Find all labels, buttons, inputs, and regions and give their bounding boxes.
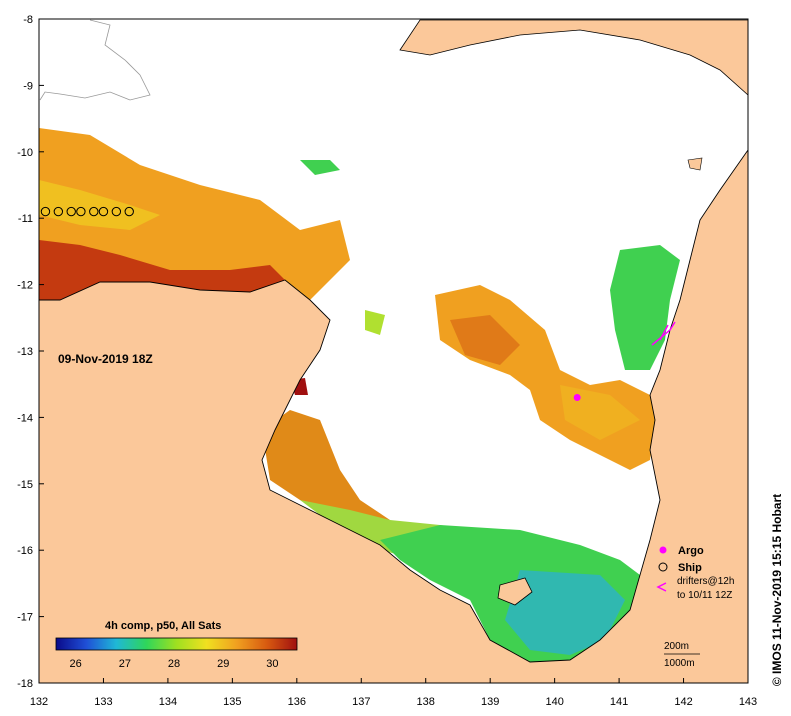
y-tick-label: -18 xyxy=(17,678,33,690)
ship-legend-icon xyxy=(658,562,668,572)
x-tick-label: 138 xyxy=(417,696,435,708)
legend-drifters-line2: to 10/11 12Z xyxy=(677,590,732,601)
symbol-legend: Argo Ship drifters@12h to 10/11 12Z 200m… xyxy=(656,545,734,669)
ship-position-marker xyxy=(111,206,122,217)
x-tick-label: 142 xyxy=(674,696,692,708)
x-tick-label: 133 xyxy=(94,696,112,708)
y-tick-label: -10 xyxy=(17,147,33,159)
y-tick-label: -8 xyxy=(23,14,33,26)
x-axis: 132 133 134 135 136 137 138 139 140 141 142 143 xyxy=(30,678,757,708)
colorbar-ticks: 26 27 28 29 30 xyxy=(70,658,279,670)
legend-argo: Argo xyxy=(659,545,704,557)
legend-contour-1000: 1000m xyxy=(664,658,695,669)
y-tick-label: -17 xyxy=(17,612,33,624)
ship-position-marker xyxy=(40,206,51,217)
argo-legend-icon xyxy=(659,546,667,554)
y-axis: -8 -9 -10 -11 -12 -13 -14 -15 -16 -17 -18 xyxy=(17,14,44,690)
legend-contour-200: 200m xyxy=(664,641,689,652)
argo-marker xyxy=(573,393,581,401)
colorbar-tick-label: 29 xyxy=(217,658,229,670)
colorbar-gradient xyxy=(55,637,298,651)
ship-position-marker xyxy=(124,206,134,217)
ship-position-marker xyxy=(66,206,76,217)
x-tick-label: 141 xyxy=(610,696,628,708)
ship-track xyxy=(40,206,134,217)
y-tick-label: -11 xyxy=(18,213,33,225)
x-tick-label: 139 xyxy=(481,696,499,708)
x-tick-label: 135 xyxy=(223,696,241,708)
x-tick-label: 140 xyxy=(545,696,563,708)
legend-ship: Ship xyxy=(658,562,702,574)
x-tick-label: 143 xyxy=(739,696,757,708)
colorbar-tick-label: 27 xyxy=(119,658,131,670)
colorbar: 4h comp, p50, All Sats 26 27 28 29 30 xyxy=(55,620,298,670)
island-outline xyxy=(39,19,151,101)
land xyxy=(38,19,749,684)
colorbar-tick-label: 26 xyxy=(70,658,82,670)
colorbar-tick-label: 28 xyxy=(168,658,180,670)
y-tick-label: -12 xyxy=(17,280,33,292)
colorbar-title: 4h comp, p50, All Sats xyxy=(105,620,221,632)
ship-position-marker xyxy=(76,206,86,217)
x-tick-label: 134 xyxy=(159,696,177,708)
x-tick-label: 132 xyxy=(30,696,48,708)
map-timestamp: 09-Nov-2019 18Z xyxy=(58,352,153,366)
y-tick-label: -16 xyxy=(17,545,33,557)
ship-position-marker xyxy=(98,206,109,217)
colorbar-tick-label: 30 xyxy=(266,658,278,670)
legend-drifters: drifters@12h to 10/11 12Z xyxy=(656,576,734,601)
x-tick-label: 137 xyxy=(352,696,370,708)
ship-position-marker xyxy=(53,206,64,217)
drifter-legend-icon xyxy=(656,582,667,592)
legend-contours: 200m 1000m xyxy=(664,641,700,669)
ship-position-marker xyxy=(89,206,99,217)
y-tick-label: -14 xyxy=(17,412,33,424)
credit-text: © IMOS 11-Nov-2019 15:15 Hobart xyxy=(770,494,784,686)
legend-drifters-line1: drifters@12h xyxy=(677,576,734,587)
y-tick-label: -9 xyxy=(23,80,33,92)
y-tick-label: -13 xyxy=(17,346,33,358)
x-tick-label: 136 xyxy=(288,696,306,708)
drifter-tracks xyxy=(651,321,676,346)
y-tick-label: -15 xyxy=(17,479,33,491)
argo-float-marker xyxy=(573,393,581,401)
legend-argo-label: Argo xyxy=(678,545,704,557)
legend-ship-label: Ship xyxy=(678,562,702,574)
